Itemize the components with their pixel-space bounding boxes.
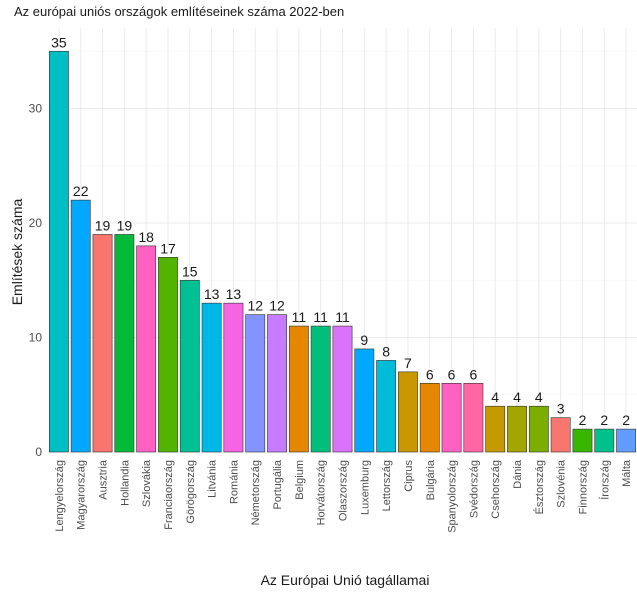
x-category-label: Ciprus	[403, 460, 415, 492]
x-category-label: Szlovákia	[141, 459, 153, 507]
x-category-label: Portugália	[272, 459, 284, 509]
data-label: 13	[204, 286, 220, 302]
bar	[594, 428, 615, 453]
data-label: 19	[117, 217, 133, 233]
bar	[179, 279, 200, 453]
x-category-label: Luxemburg	[359, 460, 371, 515]
bar	[616, 428, 636, 453]
x-category-label: Horvátország	[316, 460, 328, 525]
x-category-label: Svédország	[468, 460, 480, 518]
y-tick-label: 20	[29, 216, 43, 230]
x-category-label: Észtország	[533, 460, 546, 514]
x-category-label: Románia	[228, 459, 240, 504]
bar	[507, 405, 527, 453]
x-category-label: Dánia	[512, 459, 524, 489]
x-category-label: Írország	[598, 460, 611, 500]
data-label: 11	[313, 309, 328, 325]
data-label: 18	[138, 229, 154, 245]
data-label: 2	[600, 412, 608, 428]
data-label: 4	[535, 389, 543, 405]
data-label: 2	[579, 412, 587, 428]
bar	[158, 257, 178, 453]
bar	[528, 405, 549, 453]
x-category-label: Litvánia	[207, 459, 219, 498]
bar	[70, 199, 91, 453]
data-label: 4	[513, 389, 521, 405]
bar	[288, 325, 309, 453]
x-category-label: Málta	[621, 459, 633, 487]
data-label: 19	[95, 217, 111, 233]
data-label: 22	[73, 183, 89, 199]
bar	[354, 348, 375, 453]
bar	[136, 245, 157, 453]
data-label: 3	[557, 401, 565, 417]
data-label: 11	[335, 309, 350, 325]
x-category-label: Bulgária	[425, 459, 437, 500]
x-category-label: Belgium	[294, 460, 306, 500]
data-label: 12	[269, 298, 285, 314]
data-label: 8	[382, 343, 390, 359]
bar	[114, 234, 135, 453]
x-category-label: Magyarország	[76, 460, 88, 530]
data-label: 17	[160, 240, 176, 256]
x-category-label: Németország	[250, 460, 262, 525]
x-category-label: Lengyelország	[54, 460, 66, 532]
bar	[463, 382, 484, 453]
data-label: 6	[448, 366, 456, 382]
x-category-label: Finnország	[577, 460, 589, 514]
bar	[550, 417, 571, 453]
bars	[49, 50, 636, 453]
bar	[223, 302, 244, 453]
bar	[267, 314, 287, 453]
data-label: 6	[426, 366, 434, 382]
data-label: 15	[182, 263, 198, 279]
data-label: 6	[469, 366, 477, 382]
data-label: 4	[491, 389, 499, 405]
data-label: 12	[247, 298, 263, 314]
data-label: 2	[622, 412, 630, 428]
x-axis-category-labels: Lengyelország Magyarország Ausztria Holland…	[54, 459, 633, 533]
bar	[245, 314, 266, 453]
bar	[201, 302, 222, 453]
x-axis-title: Az Európai Unió tagállamai	[261, 572, 430, 588]
x-category-label: Olaszország	[338, 460, 350, 521]
chart-title: Az európai uniós országok említéseinek s…	[14, 4, 344, 19]
x-category-label: Szlovénia	[556, 459, 568, 508]
x-category-label: Spanyolország	[447, 460, 459, 533]
y-axis-ticks: 0 10 20 30	[29, 102, 43, 460]
x-category-label: Franciaország	[163, 460, 175, 530]
x-category-label: Ausztria	[98, 459, 110, 500]
bar	[376, 360, 397, 453]
x-category-label: Görögország	[185, 460, 197, 524]
bar	[419, 382, 440, 453]
bar	[92, 234, 113, 453]
data-label: 7	[404, 355, 412, 371]
bar	[572, 428, 593, 453]
bar	[332, 325, 353, 453]
data-label: 11	[292, 309, 307, 325]
x-category-label: Hollandia	[119, 459, 131, 506]
bar	[398, 371, 418, 453]
y-tick-label: 0	[35, 445, 42, 459]
data-label: 13	[226, 286, 242, 302]
bar	[441, 382, 462, 453]
data-label: 9	[360, 332, 368, 348]
x-category-label: Lettország	[381, 460, 393, 511]
y-tick-label: 30	[29, 102, 43, 116]
y-axis-title: Említések száma	[9, 198, 25, 305]
bar	[310, 325, 331, 453]
data-label: 35	[51, 34, 67, 50]
bar	[485, 405, 506, 453]
bar	[49, 50, 69, 453]
y-tick-label: 10	[29, 331, 43, 345]
x-category-label: Csehország	[490, 460, 502, 519]
